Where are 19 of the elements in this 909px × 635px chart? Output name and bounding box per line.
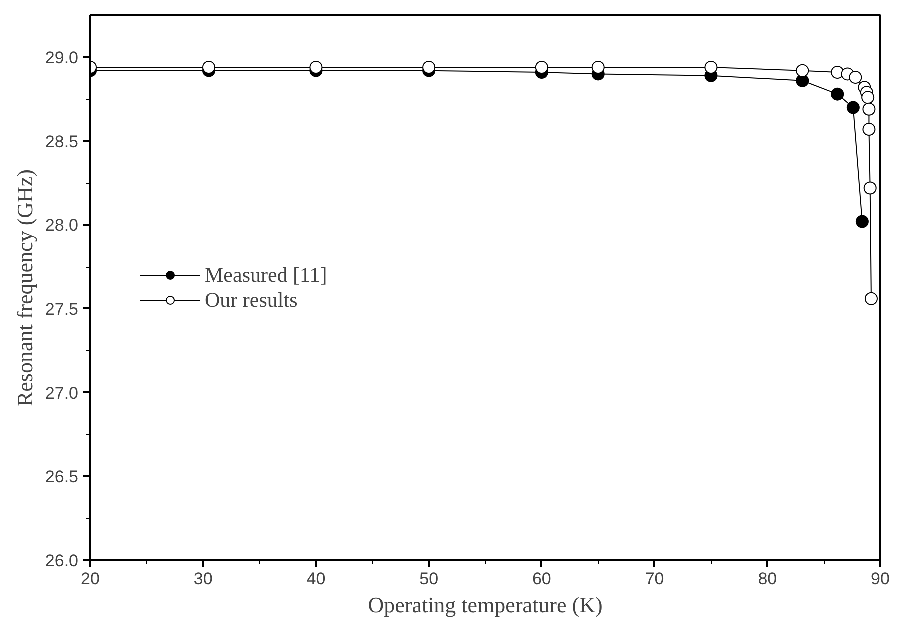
y-tick-label: 28.5 xyxy=(45,132,79,152)
y-tick-label: 28.0 xyxy=(45,216,79,236)
x-tick-label: 50 xyxy=(420,570,439,588)
y-tick-label: 26.5 xyxy=(45,468,79,487)
x-tick-label: 30 xyxy=(194,570,213,588)
y-tick-label: 27.0 xyxy=(45,384,79,403)
legend-label: Our results xyxy=(205,288,298,312)
x-tick-label: 20 xyxy=(81,570,100,588)
x-tick-label: 60 xyxy=(532,570,552,588)
x-tick-label: 40 xyxy=(306,570,326,588)
y-tick-label: 29.0 xyxy=(45,48,79,68)
x-axis-title: Operating temperature (K) xyxy=(368,592,603,618)
y-tick-label: 26.0 xyxy=(45,552,79,570)
y-tick-label: 27.5 xyxy=(45,300,79,319)
legend-label: Measured [11] xyxy=(205,262,328,288)
x-tick-label: 70 xyxy=(645,570,664,588)
x-tick-label: 90 xyxy=(871,570,890,588)
y-axis-title: Resonant frequency (GHz) xyxy=(12,169,38,407)
x-tick-label: 80 xyxy=(758,570,778,588)
